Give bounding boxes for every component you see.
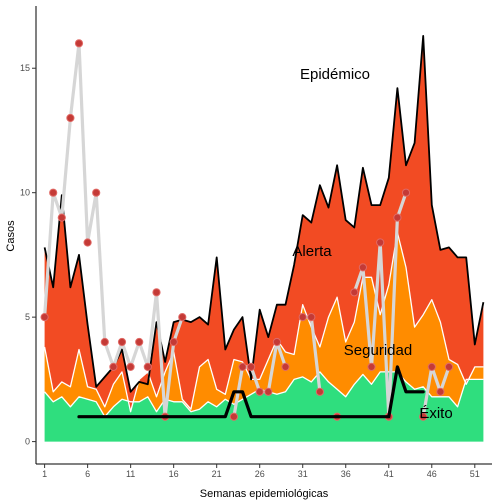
x-tick-label: 16 [169,469,179,479]
historic-point [74,39,84,48]
historic-point [117,337,127,347]
historic-point [83,238,92,247]
x-tick-label: 21 [212,469,222,479]
historic-point [126,362,135,371]
y-ticks-layer: 0 5 10 15 [20,63,36,447]
x-tick-label: 6 [85,469,90,479]
current-series-layer [77,365,425,419]
historic-point [427,362,436,371]
historic-point [247,362,256,371]
historic-point [393,213,402,222]
historic-point [152,288,161,297]
historic-line-segment [421,365,451,419]
historic-point [436,387,445,396]
historic-point [229,412,238,421]
historic-point [272,337,281,347]
axes-layer [35,6,492,465]
historic-series-layer [40,39,454,421]
current-line [77,365,425,419]
historic-point [367,362,376,371]
zone-seguridad [44,232,484,417]
historic-point [298,313,307,322]
x-tick-label: 46 [427,469,437,479]
zone-label-epidemico: Epidémico [300,66,370,83]
historic-point [315,387,324,396]
x-tick-label: 31 [298,469,308,479]
historic-point [143,362,152,371]
historic-point [66,113,75,123]
historic-point [109,362,118,371]
x-tick-label: 11 [126,469,135,479]
zone-border-seguridad [43,231,484,413]
y-tick-label: 10 [20,188,30,198]
historic-point [135,337,144,347]
zone-label-exito: Éxito [419,405,452,422]
x-ticks-layer: 1 6 11 16 21 26 31 36 41 46 51 [42,464,480,479]
historic-point [264,387,273,396]
historic-point [92,188,101,197]
historic-point [401,188,411,197]
x-tick-label: 26 [255,469,265,479]
x-tick-label: 51 [470,469,480,479]
historic-point [376,238,385,247]
zone-label-alerta: Alerta [292,243,332,260]
historic-point [100,337,109,347]
x-tick-label: 1 [42,469,47,479]
x-axis-title: Semanas epidemiológicas [200,488,329,500]
zone-exito [44,371,484,442]
x-tick-label: 36 [341,469,351,479]
historic-point [281,362,290,371]
zone-label-seguridad: Seguridad [344,342,412,359]
zone-annotations-layer: Epidémico Alerta Seguridad Éxito [292,66,452,422]
historic-point [444,362,454,371]
historic-point [358,263,367,272]
historic-point [57,213,66,222]
y-tick-label: 5 [25,312,30,322]
historic-point [419,412,428,421]
historic-point [238,362,247,371]
historic-point [307,313,316,322]
historic-point [178,313,187,322]
historic-point [169,337,178,347]
y-tick-label: 0 [25,437,30,447]
y-tick-label: 15 [20,63,30,73]
y-axis-title: Casos [5,220,17,252]
historic-point [49,188,58,197]
historic-point [40,313,49,322]
historic-point [255,387,264,396]
x-tick-label: 41 [384,469,394,479]
historic-point [350,288,359,297]
